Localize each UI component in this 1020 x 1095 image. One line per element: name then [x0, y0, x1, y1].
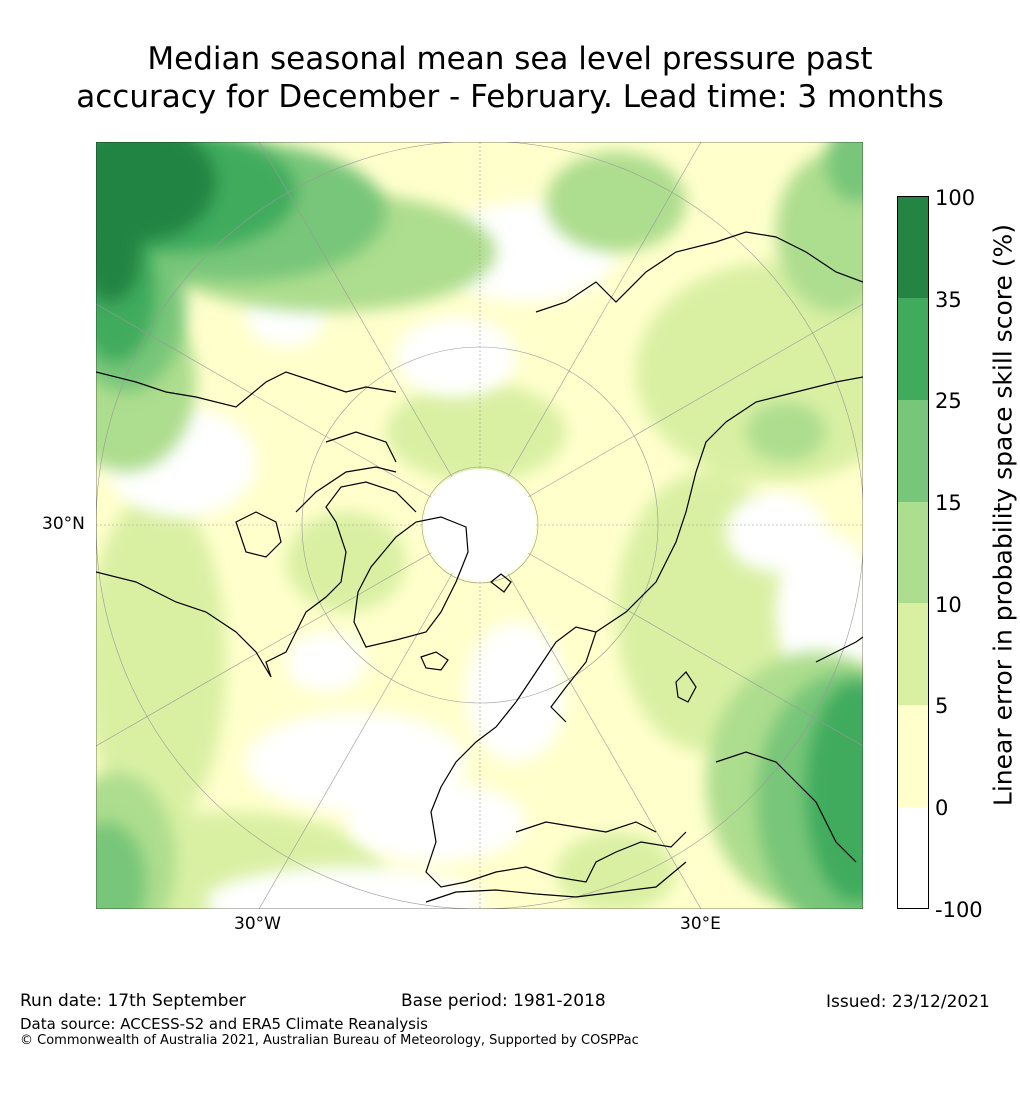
- copyright: © Commonwealth of Australia 2021, Austra…: [20, 1033, 639, 1048]
- coastline-canadian-arctic: [295, 431, 397, 513]
- colorbar: [897, 196, 929, 909]
- title-line-2: accuracy for December - February. Lead t…: [76, 79, 944, 115]
- colorbar-tick-15: 15: [935, 491, 962, 515]
- run-date: Run date: 17th September: [20, 991, 246, 1011]
- issued-date: Issued: 23/12/2021: [826, 992, 990, 1012]
- colorbar-bin-25-35: [897, 298, 929, 400]
- lat-label-30n: 30°N: [42, 514, 85, 534]
- colorbar-tick-0: 0: [935, 796, 949, 820]
- base-period: Base period: 1981-2018: [401, 991, 606, 1011]
- coastline-asia-east: [715, 636, 863, 863]
- colorbar-tick-35: 35: [935, 288, 962, 312]
- lon-label-30w: 30°W: [234, 914, 281, 934]
- colorbar-tick-neg100: -100: [935, 898, 983, 922]
- coastline-iceland: [420, 651, 449, 671]
- skill-35-100-regions: [96, 142, 216, 302]
- coastline-asia: [595, 376, 863, 633]
- coastline-svalbard: [490, 573, 512, 593]
- colorbar-tick-100: 100: [935, 186, 976, 210]
- coastline-hudson-bay: [235, 511, 282, 558]
- coastlines: [96, 231, 863, 903]
- colorbar-tick-25: 25: [935, 389, 962, 413]
- colorbar-tick-5: 5: [935, 694, 949, 718]
- colorbar-bin-35-100: [897, 196, 929, 298]
- colorbar-bin-15-25: [897, 400, 929, 502]
- coastline-africa: [425, 861, 687, 903]
- polar-skill-map: [96, 142, 863, 909]
- coastline-europe: [425, 701, 687, 888]
- colorbar-tick-10: 10: [935, 593, 962, 617]
- coastline-alaska: [96, 371, 397, 408]
- coastline-caspian: [675, 671, 697, 703]
- colorbar-bin-10-15: [897, 502, 929, 603]
- coastline-north-asia: [535, 231, 863, 313]
- chart-title: Median seasonal mean sea level pressure …: [0, 40, 1020, 116]
- colorbar-bin-0-5: [897, 705, 929, 807]
- colorbar-bin-5-10: [897, 603, 929, 705]
- coastline-mediterranean: [515, 821, 657, 833]
- coastline-greenland: [353, 516, 469, 648]
- skill-negative-regions: [106, 202, 863, 909]
- polar-hole: [424, 469, 536, 581]
- coastline-north-america: [96, 481, 417, 678]
- lon-label-30e: 30°E: [680, 914, 721, 934]
- title-line-1: Median seasonal mean sea level pressure …: [147, 41, 873, 77]
- colorbar-bin-neg100-0: [897, 807, 929, 909]
- data-source: Data source: ACCESS-S2 and ERA5 Climate …: [20, 1015, 428, 1033]
- colorbar-label: Linear error in probability space skill …: [988, 223, 1018, 807]
